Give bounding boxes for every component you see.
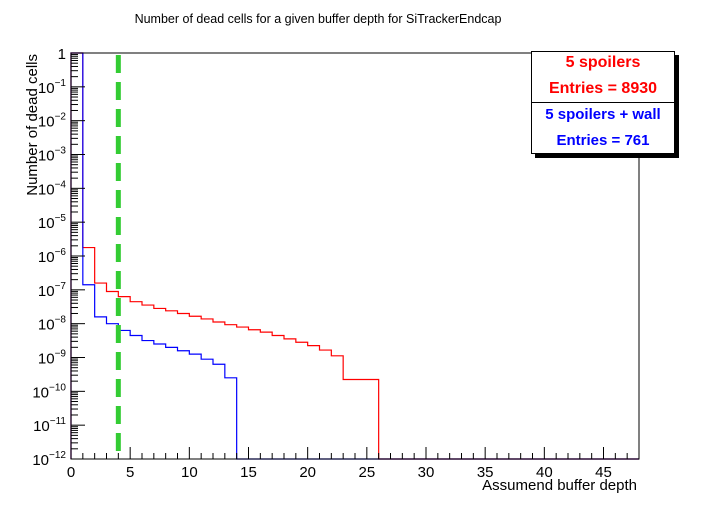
x-tick-label: 0 — [67, 464, 75, 481]
y-tick-label: 1 — [58, 46, 66, 63]
x-tick-label: 40 — [536, 464, 553, 481]
x-tick-label: 15 — [240, 464, 257, 481]
x-tick-label: 35 — [477, 464, 494, 481]
legend-blue-name: 5 spoilers + wall — [545, 106, 661, 123]
x-tick-label: 25 — [358, 464, 375, 481]
legend-red-entries: Entries = 8930 — [548, 80, 658, 97]
x-tick-label: 20 — [299, 464, 316, 481]
histogram-series-1 — [70, 52, 639, 460]
y-axis-label: Number of dead cells — [24, 54, 41, 196]
x-tick-label: 5 — [126, 464, 134, 481]
chart-title: Number of dead cells for a given buffer … — [135, 12, 502, 26]
y-tick-label: 10−12 — [32, 450, 66, 469]
y-tick-label: 10−2 — [38, 112, 67, 131]
histogram-series-2 — [70, 52, 639, 460]
x-tick-label: 30 — [418, 464, 435, 481]
y-tick-label: 10−9 — [38, 349, 67, 368]
x-axis-label: Assumend buffer depth — [482, 477, 637, 494]
y-tick-label: 10−3 — [38, 146, 67, 165]
x-tick-label: 45 — [595, 464, 612, 481]
y-tick-label: 10−10 — [32, 382, 66, 401]
legend-blue: 5 spoilers + wall Entries = 761 — [531, 102, 675, 154]
legend-blue-entries: Entries = 761 — [556, 132, 650, 149]
y-tick-label: 10−11 — [33, 416, 66, 435]
plot-area — [70, 52, 639, 460]
y-tick-label: 10−6 — [38, 247, 67, 266]
y-tick-label: 10−4 — [38, 179, 67, 198]
x-tick-label: 10 — [181, 464, 198, 481]
y-axis: 1 10−1 10−2 10−3 10−4 10−5 10−6 10−7 10−8 10−9 10−… — [32, 46, 85, 469]
y-tick-label: 10−8 — [38, 315, 67, 334]
y-tick-label: 10−7 — [38, 281, 67, 300]
legend-red: 5 spoilers Entries = 8930 — [531, 51, 675, 105]
legend-red-name: 5 spoilers — [565, 54, 641, 71]
x-axis: 0 5 10 15 20 25 30 35 40 45 — [67, 447, 640, 481]
y-tick-label: 10−1 — [38, 78, 67, 97]
y-tick-label: 10−5 — [38, 213, 67, 232]
